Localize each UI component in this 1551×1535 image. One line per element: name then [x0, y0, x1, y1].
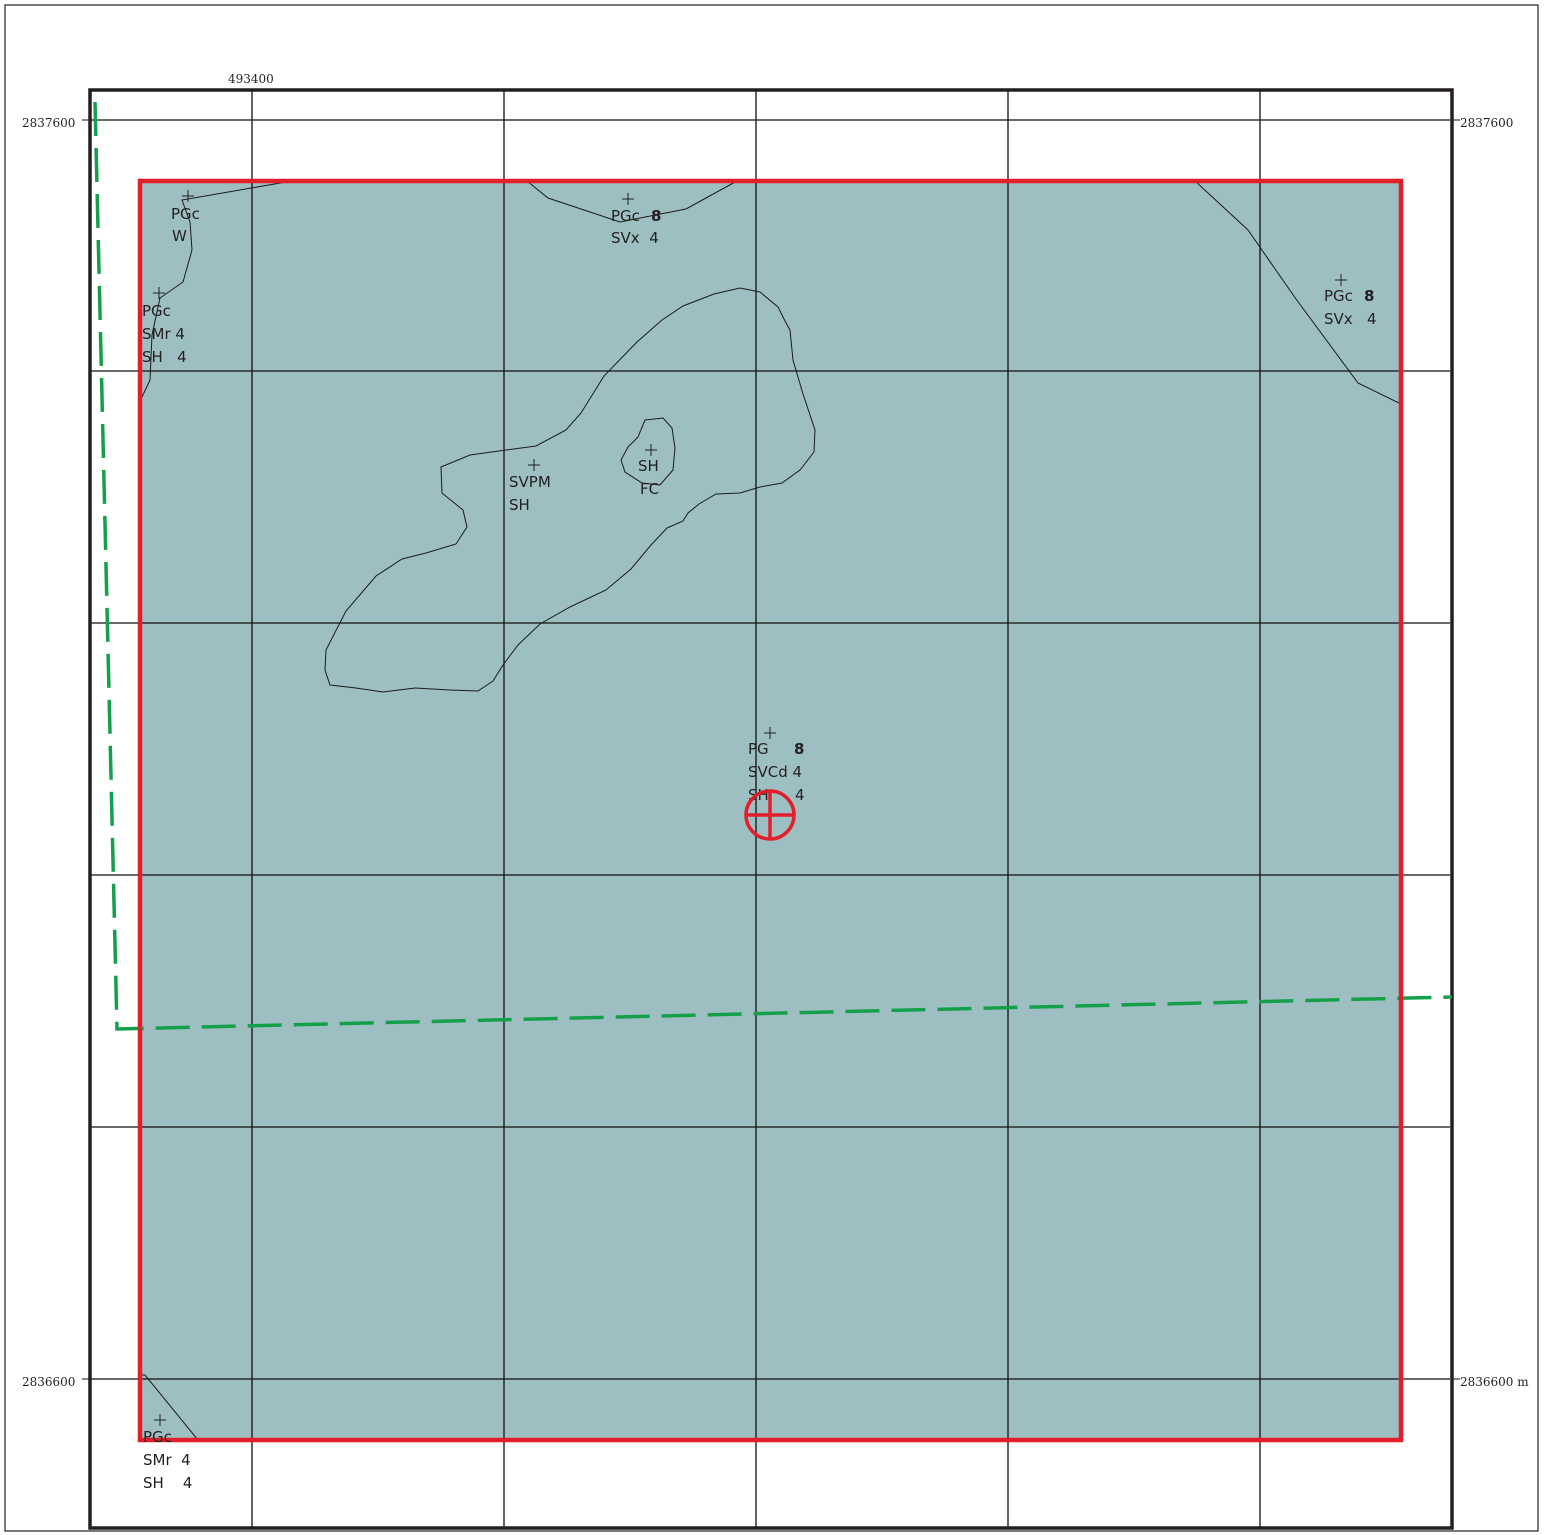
plus-icon: [1335, 274, 1347, 286]
dashed-boundary-line: [93, 101, 1453, 1031]
study-area-boundary: [137, 178, 1404, 1443]
unit-label-line: SVPM: [509, 473, 551, 491]
easting-label: 493400: [228, 72, 274, 86]
unit-label-line: SH 4: [142, 348, 187, 366]
unit-label-left: PGc SMr 4 SH 4: [142, 302, 187, 366]
plus-icon: [154, 1414, 166, 1426]
unit-label-svpm: SVPM SH: [509, 473, 551, 514]
unit-label-line: SH: [509, 496, 530, 514]
map-neatline: [88, 88, 1454, 1530]
unit-label-line: SH 4: [143, 1474, 192, 1492]
plus-icon: [622, 193, 634, 205]
plus-icon-group: [153, 190, 1347, 1426]
unit-label-line: PGc: [143, 1428, 172, 1446]
unit-label-line: SMr 4: [143, 1451, 191, 1469]
plus-icon: [153, 287, 165, 299]
northing-label-bottom-left: 2836600: [22, 1375, 75, 1389]
unit-label-line: PGc: [171, 205, 200, 223]
crosshair-circle-icon: [744, 789, 796, 841]
unit-label-line: FC: [640, 480, 659, 498]
unit-label-top-center: PGc 8 SVx 4: [611, 207, 661, 247]
unit-label-number: 8: [651, 207, 661, 225]
unit-polygon-sh-fc: [620, 417, 676, 486]
unit-label-line: SVx 4: [611, 229, 659, 247]
unit-label-line: W: [172, 227, 187, 245]
unit-polygon-svpm: [324, 287, 816, 693]
unit-label-line: SH: [638, 457, 659, 475]
plus-icon: [645, 444, 657, 456]
unit-label-line: SMr 4: [142, 325, 185, 343]
northing-label-top-right: 2837600: [1460, 116, 1513, 130]
unit-label-number: 4: [795, 786, 805, 804]
northing-label-bottom-right: 2836600 m: [1460, 1375, 1529, 1389]
unit-label-top-left: PGc W: [171, 205, 200, 245]
unit-label-line: SVCd 4: [748, 763, 802, 781]
unit-label-number: 8: [1364, 287, 1374, 305]
plus-icon: [528, 459, 540, 471]
unit-label-line: PGc: [1324, 287, 1353, 305]
unit-label-sh-fc: SH FC: [638, 457, 659, 498]
plus-icon: [182, 190, 194, 202]
grid-lines: [90, 90, 1450, 1528]
plus-icon: [764, 727, 776, 739]
unit-label-center: PG 8 SVCd 4 SH 4: [748, 740, 805, 804]
unit-label-line: PGc: [611, 207, 640, 225]
unit-label-top-right: PGc 8 SVx 4: [1324, 287, 1377, 328]
unit-label-line: PG: [748, 740, 769, 758]
unit-label-line: SVx 4: [1324, 310, 1377, 328]
unit-label-bottom-left: PGc SMr 4 SH 4: [143, 1428, 192, 1492]
unit-label-number: 8: [794, 740, 804, 758]
northing-label-top-left: 2837600: [22, 116, 75, 130]
unit-label-line: PGc: [142, 302, 171, 320]
